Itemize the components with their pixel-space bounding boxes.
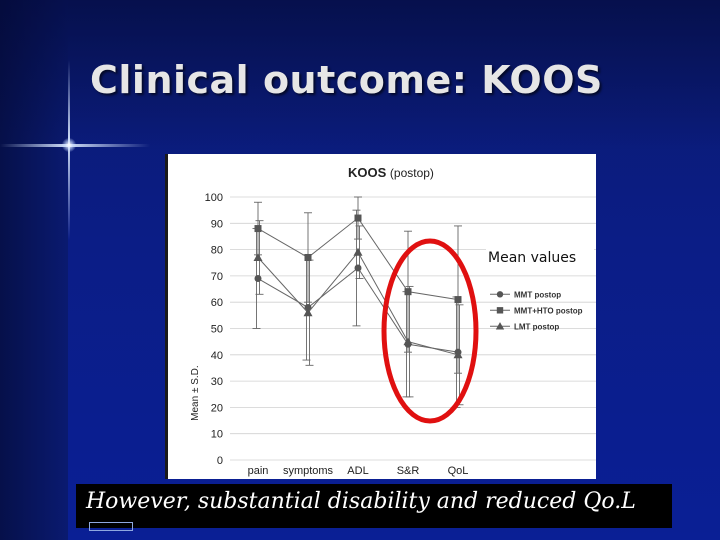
chart-title: KOOS (postop) [348,165,434,180]
sparkle-core [62,138,76,152]
chart-title-suffix: (postop) [390,166,434,180]
data-point [453,350,463,359]
data-point [303,308,313,317]
data-point [254,225,262,233]
y-tick-label: 20 [211,402,223,414]
footer-logo-mark [89,522,133,531]
legend-label: MMT+HTO postop [514,306,583,315]
data-point [354,264,362,272]
data-point [404,288,412,296]
legend-label: MMT postop [514,290,561,299]
y-tick-label: 40 [211,350,223,362]
data-point [304,303,312,311]
koos-chart: KOOS (postop) 0 10 20 30 40 50 60 70 80 90 100 Mean … [190,165,596,477]
data-point [354,214,362,222]
y-tick-label: 70 [211,271,223,283]
y-tick-label: 60 [211,297,223,309]
chart-panel: KOOS (postop) 0 10 20 30 40 50 60 70 80 90 100 Mean … [165,154,596,479]
data-point [353,247,363,256]
data-point [403,337,413,346]
legend-marker [495,322,505,330]
data-point [454,296,462,304]
y-tick-label: 50 [211,324,223,336]
y-axis-label: Mean ± S.D. [190,365,201,421]
slide-title: Clinical outcome: KOOS [90,58,603,102]
caption-text: However, substantial disability and redu… [86,489,636,514]
caption-box: However, substantial disability and redu… [76,484,672,528]
background-top-band [0,0,720,150]
data-point [253,252,263,261]
y-tick-label: 0 [217,455,223,467]
y-tick-label: 80 [211,245,223,257]
y-tick-label: 10 [211,429,223,441]
y-tick-label: 100 [205,192,223,204]
x-tick-label: QoL [448,465,469,477]
data-point [254,275,262,283]
x-tick-label: ADL [347,465,368,477]
annotation-label: Mean values [488,250,576,266]
y-tick-label: 90 [211,218,223,230]
legend-marker [496,291,504,298]
chart-title-main: KOOS [348,165,390,180]
legend-label: LMT postop [514,322,559,331]
annotation-box [486,243,594,271]
x-tick-label: S&R [397,465,420,477]
x-tick-label: pain [248,465,269,477]
data-point [304,253,312,261]
highlight-ellipse [381,238,479,424]
legend-marker [496,307,504,314]
series-line [257,267,459,353]
x-tick-label: symptoms [283,465,334,477]
y-tick-label: 30 [211,376,223,388]
